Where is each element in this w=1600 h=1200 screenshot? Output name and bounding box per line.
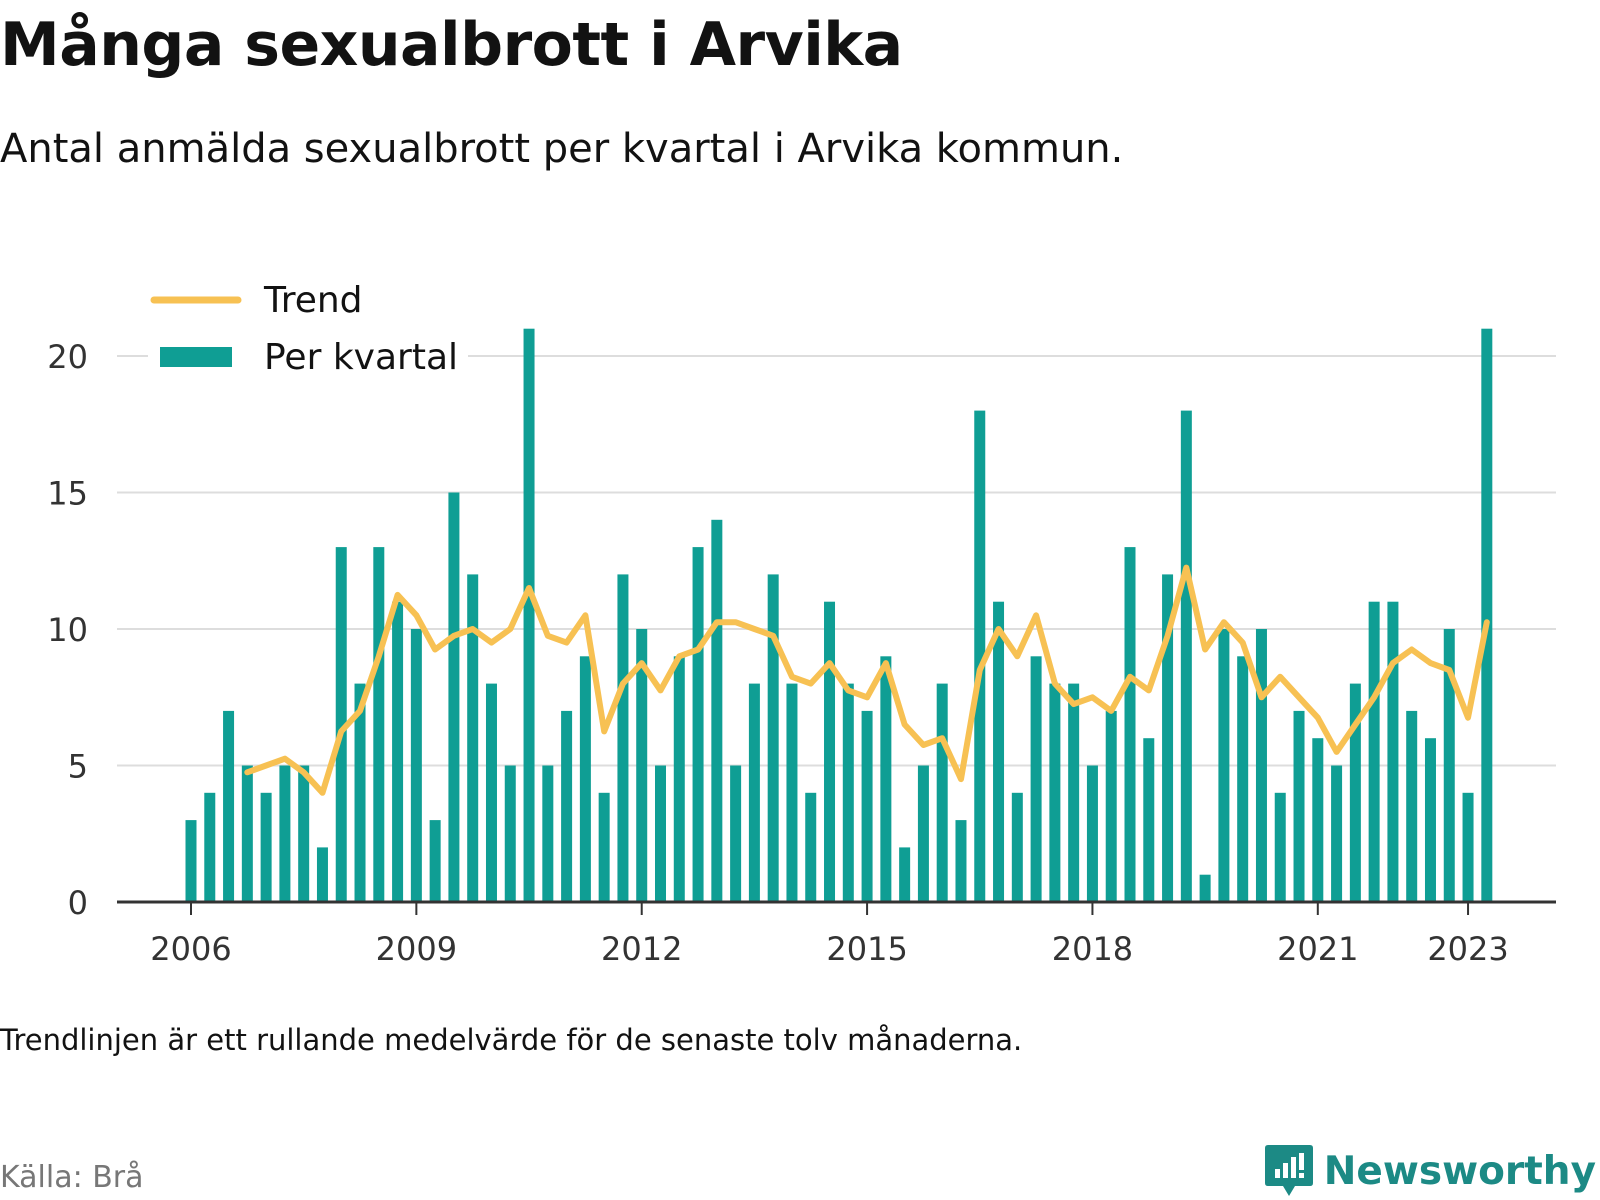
bar — [1199, 874, 1211, 902]
newsworthy-logo-icon — [1264, 1145, 1313, 1196]
bar — [1368, 601, 1380, 902]
bar — [842, 683, 854, 902]
legend-bar-swatch — [160, 347, 232, 367]
legend-bar-label: Per kvartal — [264, 337, 458, 378]
bar — [1030, 656, 1042, 902]
bar — [279, 765, 291, 902]
gridlines — [117, 355, 1556, 767]
bar — [824, 601, 836, 902]
bar — [880, 656, 892, 902]
bar — [617, 574, 629, 902]
bar — [1349, 683, 1361, 902]
bar — [598, 792, 610, 902]
bar — [1011, 792, 1023, 902]
legend: Trend Per kvartal — [148, 280, 468, 388]
chart: 0 5 10 15 20 2006 2009 2012 2015 2018 2021 2023 Tre… — [47, 280, 1556, 968]
bar — [204, 792, 216, 902]
y-tick-label: 5 — [68, 748, 88, 786]
bar — [316, 847, 328, 902]
x-tick-label: 2018 — [1052, 930, 1133, 968]
x-tick-label: 2012 — [601, 930, 682, 968]
source-note: Källa: Brå — [0, 1160, 144, 1195]
y-tick-label: 20 — [47, 338, 88, 376]
y-tick-label: 15 — [47, 475, 88, 513]
bar — [1331, 765, 1343, 902]
bar — [1293, 710, 1305, 902]
bar — [561, 710, 573, 902]
bar — [899, 847, 911, 902]
legend-trend-label: Trend — [263, 280, 363, 321]
bar-series — [185, 328, 1493, 902]
x-tick-label: 2021 — [1277, 930, 1358, 968]
bar — [1086, 765, 1098, 902]
x-tick-label: 2023 — [1427, 930, 1508, 968]
x-tick-label: 2009 — [376, 930, 457, 968]
bar — [298, 765, 310, 902]
bar — [1218, 629, 1230, 902]
bar — [786, 683, 798, 902]
bar — [1237, 656, 1249, 902]
bar — [1443, 629, 1455, 902]
bar — [1274, 792, 1286, 902]
bar — [692, 547, 704, 902]
trend-line — [244, 564, 1490, 796]
bar — [917, 765, 929, 902]
bar — [1049, 683, 1061, 902]
bar — [711, 519, 723, 902]
bar — [730, 765, 742, 902]
bar — [861, 710, 873, 902]
bar — [335, 547, 347, 902]
bar — [1387, 601, 1399, 902]
bar — [260, 792, 272, 902]
bar — [485, 683, 497, 902]
bar — [1406, 710, 1418, 902]
bar — [655, 765, 666, 902]
brand-name: Newsworthy — [1323, 1148, 1596, 1194]
bar — [1424, 738, 1436, 902]
bar — [467, 574, 479, 902]
y-tick-label: 10 — [47, 611, 88, 649]
bar — [523, 328, 535, 902]
bar — [955, 820, 967, 902]
brand-logo: Newsworthy — [1264, 1143, 1596, 1199]
bar — [542, 765, 554, 902]
bar — [1162, 574, 1174, 902]
bar — [1068, 683, 1080, 902]
bar — [993, 601, 1005, 902]
chart-title: Många sexualbrott i Arvika — [0, 10, 903, 80]
x-tick-label: 2015 — [826, 930, 907, 968]
bar — [636, 629, 648, 902]
bar — [1481, 328, 1493, 902]
bar — [1312, 738, 1324, 902]
bar — [354, 683, 366, 902]
bar — [748, 683, 760, 902]
x-tick-label: 2006 — [150, 930, 231, 968]
bar — [767, 574, 779, 902]
bar — [579, 656, 591, 902]
bar — [1143, 738, 1155, 902]
trend-series — [244, 564, 1490, 796]
bar — [805, 792, 817, 902]
bar — [448, 492, 460, 902]
bar — [1124, 547, 1136, 902]
bar — [241, 765, 253, 902]
bar — [429, 820, 441, 902]
chart-subtitle: Antal anmälda sexualbrott per kvartal i … — [0, 126, 1124, 172]
bar — [504, 765, 516, 902]
bar — [1105, 710, 1117, 902]
bar — [392, 601, 404, 902]
y-tick-label: 0 — [68, 884, 88, 922]
axes: 0 5 10 15 20 2006 2009 2012 2015 2018 2021 2023 — [47, 338, 1556, 968]
bar — [974, 410, 986, 902]
bar — [410, 629, 422, 902]
bar — [185, 820, 197, 902]
bar — [936, 683, 948, 902]
bar — [223, 710, 235, 902]
bar — [673, 656, 685, 902]
bar — [373, 547, 385, 902]
footnote: Trendlinjen är ett rullande medelvärde f… — [0, 1023, 1023, 1057]
bar — [1255, 629, 1267, 902]
bar — [1462, 792, 1474, 902]
bar — [1180, 410, 1192, 902]
